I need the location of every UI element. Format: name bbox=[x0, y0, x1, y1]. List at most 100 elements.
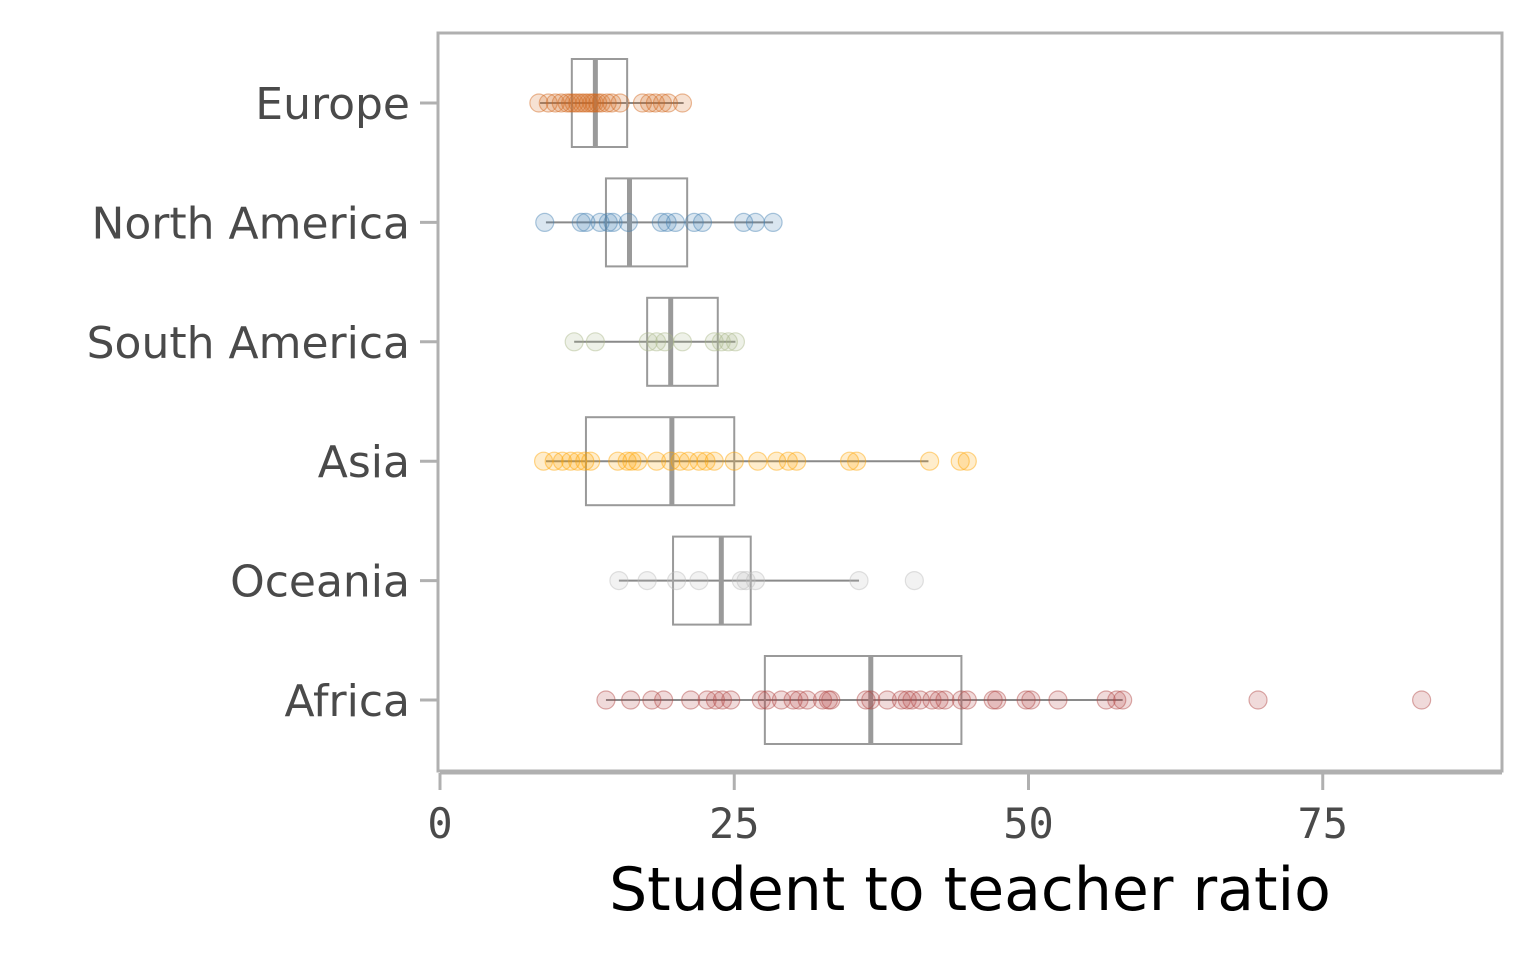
data-point bbox=[658, 93, 678, 113]
data-point bbox=[745, 570, 766, 591]
data-point bbox=[763, 212, 783, 232]
data-point bbox=[721, 690, 741, 710]
data-point bbox=[535, 212, 555, 232]
data-point bbox=[767, 451, 787, 471]
data-point bbox=[628, 451, 648, 471]
data-point bbox=[950, 451, 970, 471]
data-point bbox=[724, 451, 744, 471]
data-point bbox=[725, 332, 746, 352]
data-point bbox=[638, 332, 658, 352]
data-point bbox=[692, 212, 713, 232]
data-point bbox=[670, 451, 690, 471]
points-layer bbox=[529, 93, 1432, 710]
data-point bbox=[652, 93, 673, 113]
data-point bbox=[657, 212, 677, 232]
data-point bbox=[646, 451, 667, 471]
data-point bbox=[1048, 690, 1068, 710]
data-point bbox=[987, 690, 1007, 710]
data-point bbox=[545, 93, 565, 113]
x-tick-label: 50 bbox=[1003, 799, 1054, 848]
data-point bbox=[897, 690, 917, 710]
data-point bbox=[571, 93, 591, 113]
data-point bbox=[533, 451, 554, 471]
data-point bbox=[622, 451, 642, 471]
data-point bbox=[797, 690, 817, 710]
data-point bbox=[847, 451, 867, 471]
data-point bbox=[582, 93, 602, 113]
data-point bbox=[596, 690, 616, 710]
data-point bbox=[1248, 690, 1268, 710]
boxes-layer bbox=[540, 58, 1123, 745]
data-point bbox=[608, 451, 628, 471]
data-point bbox=[734, 212, 754, 232]
data-point bbox=[718, 332, 738, 352]
data-point bbox=[632, 93, 653, 113]
data-point bbox=[1016, 690, 1036, 710]
data-point bbox=[731, 570, 751, 591]
data-point bbox=[590, 212, 610, 232]
data-point bbox=[576, 212, 596, 232]
data-point bbox=[789, 690, 809, 710]
box-iqr bbox=[584, 416, 736, 507]
data-point bbox=[778, 451, 798, 471]
data-point bbox=[639, 93, 660, 113]
data-point bbox=[588, 93, 608, 113]
data-point bbox=[618, 212, 638, 232]
data-point bbox=[621, 690, 641, 710]
data-point bbox=[891, 690, 911, 710]
data-point bbox=[904, 570, 924, 591]
data-point bbox=[861, 690, 881, 710]
box-iqr bbox=[672, 535, 752, 626]
data-point bbox=[697, 690, 717, 710]
data-point bbox=[642, 690, 662, 710]
data-point bbox=[617, 451, 637, 471]
data-point bbox=[771, 690, 791, 710]
data-point bbox=[705, 690, 726, 710]
data-point bbox=[983, 690, 1003, 710]
data-point bbox=[646, 332, 667, 352]
x-tick-label: 75 bbox=[1297, 799, 1348, 848]
data-point bbox=[585, 332, 605, 352]
data-point bbox=[1107, 690, 1127, 710]
data-point bbox=[812, 690, 833, 710]
data-point bbox=[672, 93, 693, 113]
x-axis-title: Student to teacher ratio bbox=[609, 855, 1331, 925]
box-iqr bbox=[763, 655, 963, 745]
data-point bbox=[929, 690, 949, 710]
data-point bbox=[665, 212, 686, 232]
data-point bbox=[787, 451, 807, 471]
data-point bbox=[783, 690, 803, 710]
box-iqr bbox=[604, 177, 689, 268]
data-point bbox=[678, 451, 698, 471]
box-iqr bbox=[570, 58, 629, 148]
data-point bbox=[598, 212, 618, 232]
data-point bbox=[651, 212, 671, 232]
data-point bbox=[557, 93, 577, 113]
data-point bbox=[902, 690, 922, 710]
data-point bbox=[935, 690, 955, 710]
data-point bbox=[575, 93, 595, 113]
data-point bbox=[654, 690, 674, 710]
data-point bbox=[689, 451, 709, 471]
data-point bbox=[610, 93, 630, 113]
data-point bbox=[821, 690, 841, 710]
y-tick-label: North America bbox=[91, 198, 410, 249]
x-tick-label: 25 bbox=[709, 799, 760, 848]
data-point bbox=[609, 570, 629, 591]
x-tick-label: 0 bbox=[427, 799, 452, 848]
data-point bbox=[951, 690, 972, 710]
data-point bbox=[597, 93, 617, 113]
data-point bbox=[571, 212, 591, 232]
data-point bbox=[578, 93, 598, 113]
data-point bbox=[751, 690, 771, 710]
y-tick-label: Europe bbox=[255, 79, 410, 130]
data-point bbox=[920, 451, 940, 471]
data-point bbox=[666, 570, 687, 591]
x-axis: 0 25 50 75 bbox=[427, 771, 1502, 848]
data-point bbox=[575, 451, 595, 471]
data-point bbox=[561, 451, 581, 471]
data-point bbox=[645, 93, 665, 113]
data-point bbox=[757, 690, 777, 710]
plot-panel bbox=[436, 31, 1504, 773]
